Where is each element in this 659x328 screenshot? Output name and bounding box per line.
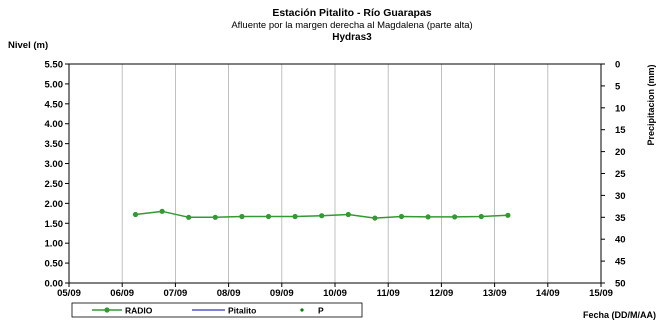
y-axis-label: Nivel (m) (8, 40, 48, 51)
data-point (212, 214, 218, 220)
x-tick-label: 09/09 (270, 288, 294, 299)
legend-pitalito-label: Pitalito (228, 306, 256, 316)
x-tick-label: 06/09 (110, 288, 134, 299)
data-point (345, 211, 351, 218)
data-point (239, 213, 245, 220)
y-tick-label: 2.00 (45, 199, 64, 210)
y2-tick-label: 10 (615, 103, 626, 114)
y-tick-label: 3.00 (45, 159, 64, 170)
y-tick-label: 4.50 (45, 99, 64, 110)
y-tick-label: 3.50 (45, 139, 64, 150)
y-tick-label: 2.50 (45, 179, 64, 190)
data-point (159, 208, 165, 214)
x-tick-label: 12/09 (430, 288, 454, 299)
data-point (425, 214, 431, 220)
x-tick-label: 10/09 (323, 288, 347, 299)
y2-tick-label: 5 (615, 81, 621, 92)
legend-radio-label: RADIO (125, 306, 153, 316)
y-tick-label: 5.50 (45, 60, 64, 71)
y2-axis-label: Precipitacion (mm) (646, 64, 656, 145)
y2-tick-label: 35 (615, 213, 626, 224)
y2-tick-label: 40 (615, 235, 626, 246)
y-tick-label: 1.50 (45, 219, 64, 230)
x-tick-label: 07/09 (164, 288, 188, 299)
series-layer (132, 208, 511, 221)
legend-radio-marker (104, 307, 110, 313)
y2-tick-label: 30 (615, 191, 626, 202)
y-ticks: 0.00 0.50 1.00 1.50 2.00 2.50 3.00 3.50 4.00 4.50… (45, 60, 69, 290)
legend: RADIO Pitalito P (71, 302, 363, 318)
data-point (478, 213, 484, 220)
data-point (292, 213, 298, 220)
data-point (398, 213, 405, 220)
data-point (265, 213, 272, 220)
legend-p-label: P (318, 306, 324, 316)
x-ticks: 05/09 06/09 07/09 08/09 09/09 10/09 11/09 12/09… (57, 283, 613, 299)
y2-tick-label: 25 (615, 169, 626, 180)
y2-tick-label: 50 (615, 279, 626, 290)
chart-subtitle-2: Hydras3 (332, 32, 372, 43)
chart-title: Estación Pitalito - Río Guarapas (272, 7, 431, 19)
x-tick-label: 14/09 (536, 288, 560, 299)
data-point (505, 212, 511, 218)
x-tick-label: 11/09 (377, 288, 400, 299)
chart-subtitle: Afluente por la margen derecha al Magdal… (231, 20, 472, 31)
x-axis-label: Fecha (DD/M/AA) (583, 310, 656, 320)
y2-ticks: 0 5 10 15 20 25 30 35 40 45 50 (601, 60, 626, 290)
data-point (186, 214, 192, 220)
x-tick-label: 15/09 (589, 288, 613, 299)
x-tick-label: 13/09 (483, 288, 507, 299)
y2-tick-label: 0 (615, 60, 620, 71)
y-tick-label: 4.00 (45, 119, 64, 130)
legend-p-marker (300, 308, 304, 312)
y-tick-label: 1.00 (45, 239, 64, 250)
data-point (452, 214, 458, 220)
data-point (372, 215, 378, 221)
y-tick-label: 0.50 (45, 259, 64, 270)
grid (121, 64, 549, 283)
y2-tick-label: 45 (615, 257, 626, 268)
y-tick-label: 0.00 (45, 279, 64, 290)
data-point (132, 211, 139, 218)
data-point (319, 213, 325, 219)
y-tick-label: 5.00 (45, 79, 64, 90)
x-tick-label: 08/09 (217, 288, 241, 299)
x-tick-label: 05/09 (57, 288, 81, 299)
y2-tick-label: 15 (615, 125, 626, 136)
y2-tick-label: 20 (615, 147, 626, 158)
